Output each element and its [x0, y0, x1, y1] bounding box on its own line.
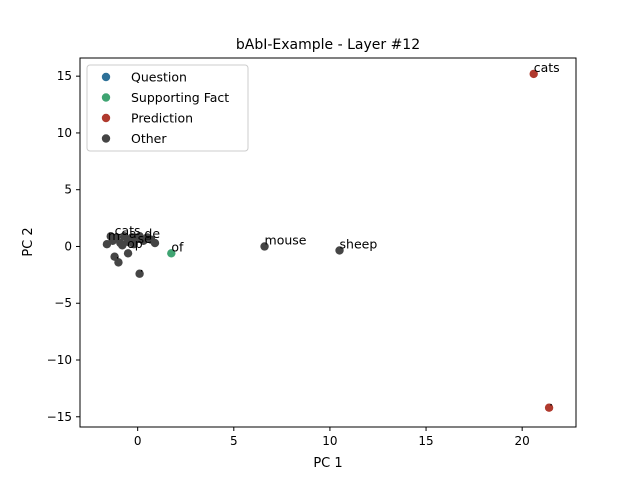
- data-point: [123, 249, 133, 258]
- data-point: [129, 240, 139, 249]
- legend-label: Question: [131, 70, 187, 85]
- x-axis-label: PC 1: [313, 456, 342, 471]
- data-point: [110, 252, 119, 261]
- plot-frame: [79, 57, 577, 428]
- data-point: [167, 249, 176, 258]
- point-label: sheep: [340, 236, 378, 251]
- point-label: cats: [115, 223, 141, 238]
- data-point: [260, 242, 269, 251]
- legend-label: Supporting Fact: [131, 90, 229, 105]
- data-point: [544, 403, 554, 412]
- y-tick-label: −15: [47, 410, 72, 424]
- point-label: se: [138, 231, 153, 246]
- point-label: m: [108, 228, 120, 243]
- point-label: .: [116, 246, 120, 261]
- chart-title: bAbI-Example - Layer #12: [236, 37, 420, 53]
- y-tick-label: 10: [57, 126, 72, 140]
- y-tick-label: 5: [64, 183, 72, 197]
- y-tick-label: 15: [57, 69, 72, 83]
- x-tick-label: 20: [515, 434, 530, 448]
- legend-marker: [101, 134, 111, 143]
- legend-marker: [101, 93, 111, 102]
- data-point: [106, 232, 115, 241]
- point-label: de: [144, 226, 160, 241]
- x-tick-label: 0: [134, 434, 142, 448]
- legend-label: Other: [131, 131, 167, 146]
- x-tick-label: 5: [230, 434, 238, 448]
- point-label: op: [127, 236, 143, 251]
- legend-label: Prediction: [131, 111, 193, 126]
- data-point: [529, 69, 538, 79]
- x-axis: 0 5 10 15 20: [134, 427, 530, 448]
- point-label: .: [549, 394, 553, 409]
- x-tick-label: 15: [418, 434, 433, 448]
- data-point: [150, 238, 160, 248]
- point-label: cats: [534, 60, 560, 75]
- legend-marker: [101, 113, 111, 123]
- legend: Question Supporting Fact Prediction Other: [86, 64, 249, 152]
- y-axis: 15 10 5 0 −5 −10 −15: [47, 69, 80, 424]
- x-tick-label: 10: [322, 434, 337, 448]
- data-point: [335, 246, 344, 255]
- data-point: [135, 269, 144, 278]
- y-tick-label: 0: [64, 239, 72, 253]
- y-tick-label: −5: [54, 296, 72, 310]
- data-point: [118, 241, 127, 250]
- legend-box: [86, 64, 249, 152]
- point-label: mouse: [265, 232, 307, 247]
- y-axis-label: PC 2: [21, 227, 36, 256]
- y-tick-label: −10: [47, 353, 72, 367]
- point-label: of: [171, 239, 184, 254]
- point-label: .: [140, 260, 144, 275]
- legend-marker: [101, 72, 111, 82]
- point-label: a: [129, 226, 137, 241]
